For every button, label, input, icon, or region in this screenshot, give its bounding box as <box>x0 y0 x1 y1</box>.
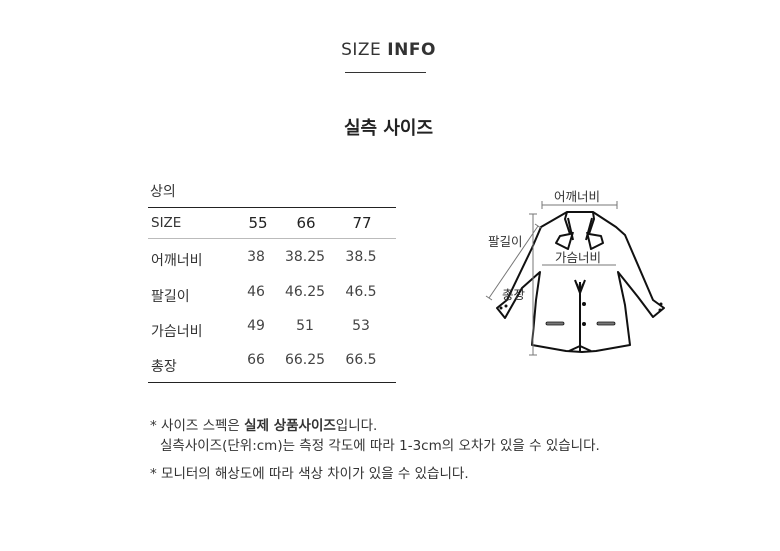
note-spec: * 사이즈 스펙은 실제 상품사이즈입니다. <box>150 414 377 434</box>
note-emphasis: 실제 상품사이즈 <box>244 418 336 434</box>
cell: 38 <box>247 249 265 265</box>
row-label: 가슴너비 <box>151 324 203 340</box>
row-label: 어깨너비 <box>151 253 203 269</box>
header-77: 77 <box>352 214 372 232</box>
subtitle: 실측 사이즈 <box>343 118 434 139</box>
jacket-diagram: 어깨너비 팔길이 가슴너비 총장 <box>460 180 690 370</box>
row-label: 총장 <box>151 359 177 375</box>
table-bottom-border <box>148 382 396 383</box>
title-bold: INFO <box>387 40 436 60</box>
label-chest: 가슴너비 <box>555 250 602 265</box>
header-size: SIZE <box>151 215 182 231</box>
header-55: 55 <box>248 214 268 232</box>
cell: 46.25 <box>284 284 326 300</box>
title-underline <box>345 72 426 73</box>
label-shoulder: 어깨너비 <box>554 189 601 204</box>
label-sleeve: 팔길이 <box>488 234 523 249</box>
button-icon <box>582 322 586 326</box>
cell: 38.5 <box>345 249 377 265</box>
cell: 66.5 <box>345 352 377 368</box>
table-top-border <box>148 207 396 208</box>
header-66: 66 <box>296 214 316 232</box>
title-light: SIZE <box>341 40 382 60</box>
cell: 38.25 <box>284 249 326 265</box>
cell: 46 <box>247 284 265 300</box>
cell: 66 <box>247 352 265 368</box>
header-divider <box>148 238 396 239</box>
note-monitor: * 모니터의 해상도에 따라 색상 차이가 있을 수 있습니다. <box>150 466 469 482</box>
note-tolerance: 실측사이즈(단위:cm)는 측정 각도에 따라 1-3cm의 오차가 있을 수 … <box>160 438 600 454</box>
label-length: 총장 <box>502 287 526 302</box>
jacket-illustration <box>485 201 665 356</box>
row-label: 팔길이 <box>151 289 190 305</box>
cell: 46.5 <box>345 284 377 300</box>
section-label: 상의 <box>150 184 176 200</box>
cell: 51 <box>296 318 314 334</box>
cell: 49 <box>247 318 265 334</box>
page-title: SIZE INFO <box>0 40 777 60</box>
cell: 66.25 <box>284 352 326 368</box>
note-text: * 사이즈 스펙은 <box>150 418 245 434</box>
note-text: 입니다. <box>335 418 378 434</box>
cell: 53 <box>352 318 370 334</box>
button-icon <box>582 302 586 306</box>
